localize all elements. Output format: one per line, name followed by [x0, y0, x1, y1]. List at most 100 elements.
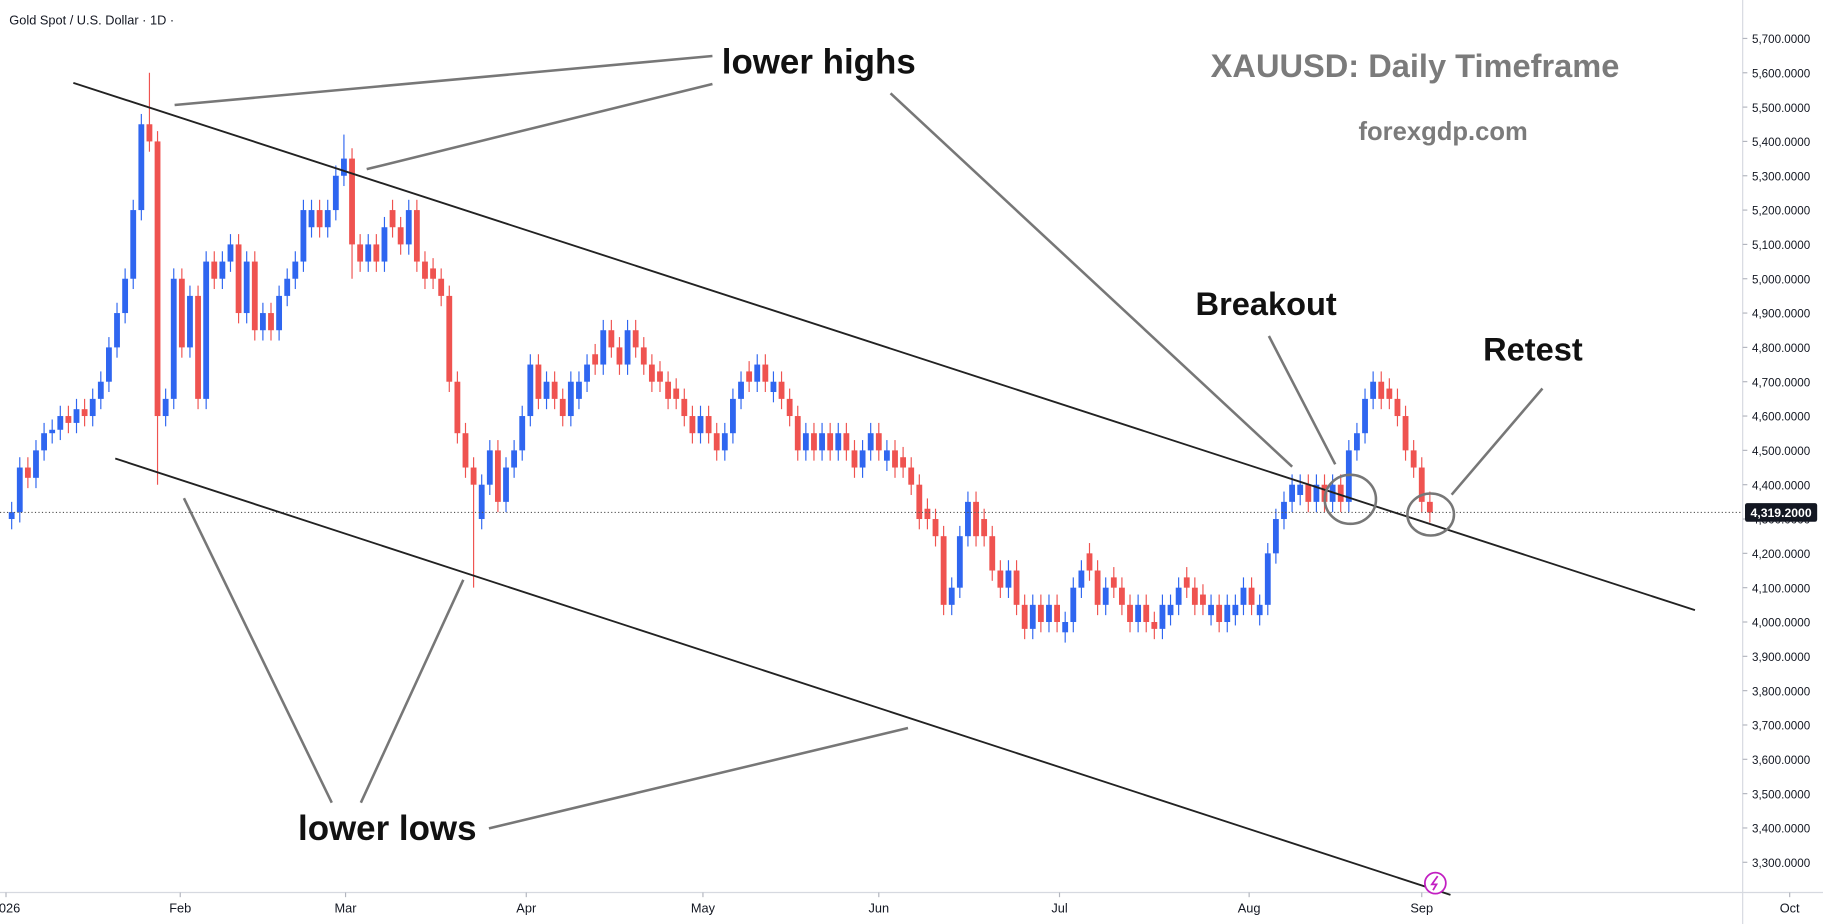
y-tick-label: 3,800.0000 [1752, 685, 1811, 698]
candle-body [41, 433, 47, 451]
candle-body [1402, 416, 1409, 451]
annotation: Retest [1483, 330, 1583, 367]
y-tick-label: 5,700.0000 [1752, 33, 1811, 46]
candle-body [1208, 604, 1214, 616]
candle-body [349, 158, 355, 245]
candle-body [227, 244, 234, 262]
candle-body [567, 381, 574, 417]
candle-body [1337, 484, 1344, 502]
candle-body [794, 416, 801, 451]
pointer [1450, 387, 1544, 496]
candle-body [697, 416, 704, 434]
candle-body [211, 261, 218, 279]
annotation: lower highs [722, 42, 916, 81]
x-tick-label: Mar [335, 900, 358, 915]
event-icon[interactable] [1424, 871, 1447, 895]
candle-body [989, 536, 996, 571]
candle-body [892, 450, 898, 468]
candle-body [268, 313, 274, 331]
candle-body [97, 381, 104, 399]
candle-body [883, 450, 890, 461]
candle-body [640, 347, 647, 365]
candle-body [389, 210, 396, 228]
candle-body [138, 124, 145, 211]
candle-body [1102, 587, 1109, 605]
candle-body [65, 416, 72, 423]
y-tick-label: 4,100.0000 [1752, 582, 1811, 595]
candle-body [446, 295, 453, 382]
candle-body [551, 381, 558, 399]
y-tick-label: 5,600.0000 [1752, 67, 1811, 80]
candle-body [932, 519, 939, 537]
candle-body [1297, 484, 1304, 495]
y-tick-label: 4,900.0000 [1752, 308, 1811, 321]
candle-body [1386, 388, 1393, 399]
candle-body [535, 364, 542, 399]
candle-body [1086, 553, 1093, 571]
y-tick-label: 5,100.0000 [1752, 239, 1811, 252]
pointer [359, 579, 465, 804]
y-tick-label: 5,300.0000 [1752, 170, 1811, 183]
candle-body [122, 278, 129, 314]
candle-body [802, 433, 809, 451]
y-tick-label: 4,800.0000 [1752, 342, 1811, 355]
candle-body [1127, 604, 1133, 623]
candle-body [81, 409, 88, 417]
candle-body [1183, 577, 1190, 588]
candle-body [397, 227, 404, 245]
candle-body [16, 467, 23, 513]
candle-body [106, 347, 112, 382]
candle-body [616, 347, 623, 365]
candle-body [1394, 398, 1401, 417]
candle-body [1191, 587, 1198, 605]
y-tick-label: 5,500.0000 [1752, 102, 1811, 115]
candle-body [1370, 381, 1377, 399]
candle-body [973, 501, 979, 537]
candle-body [494, 450, 501, 502]
candle-body [762, 364, 769, 382]
pointer [174, 54, 713, 107]
candle-body [243, 261, 250, 314]
candle-body [1119, 587, 1125, 605]
candle-body [438, 278, 445, 296]
candle-body [1224, 604, 1231, 623]
lower-channel-line [114, 457, 1451, 896]
candle-body [956, 536, 963, 588]
candle-body [648, 364, 655, 382]
candle-body [738, 381, 744, 399]
candle-body [1037, 604, 1044, 623]
x-tick-label: Jun [868, 900, 889, 915]
candle-body [811, 433, 817, 451]
y-tick-label: 3,300.0000 [1752, 857, 1811, 870]
candle-body [997, 570, 1004, 588]
candle-body [519, 416, 526, 451]
pointer [182, 497, 333, 804]
candle-body [543, 381, 550, 399]
x-tick-label: Sep [1410, 900, 1433, 915]
candle-body [89, 398, 96, 417]
candle-body [1143, 604, 1150, 623]
candle-body [1021, 604, 1028, 629]
y-tick-label: 4,000.0000 [1752, 617, 1811, 630]
y-tick-label: 4,200.0000 [1752, 548, 1811, 561]
candle-body [867, 433, 874, 451]
candle-body [162, 398, 169, 417]
last-price-label: 4,319.2000 [1751, 506, 1812, 520]
candle-body [1281, 501, 1287, 520]
candle-body [381, 227, 388, 262]
candle-body [835, 433, 842, 451]
candle-body [1110, 577, 1117, 588]
candle-body [357, 244, 364, 262]
candle-body [1046, 604, 1052, 623]
symbol-header: Gold Spot / U.S. Dollar · 1D · [9, 12, 174, 27]
pointer [889, 92, 1294, 468]
candle-body [1070, 587, 1077, 623]
candle-body [1216, 604, 1223, 623]
candle-body [300, 210, 307, 262]
candle-body [1256, 604, 1263, 616]
candle-body [203, 261, 210, 399]
candle-body [689, 416, 696, 434]
pointer [366, 82, 713, 171]
y-tick-label: 4,600.0000 [1752, 411, 1811, 424]
